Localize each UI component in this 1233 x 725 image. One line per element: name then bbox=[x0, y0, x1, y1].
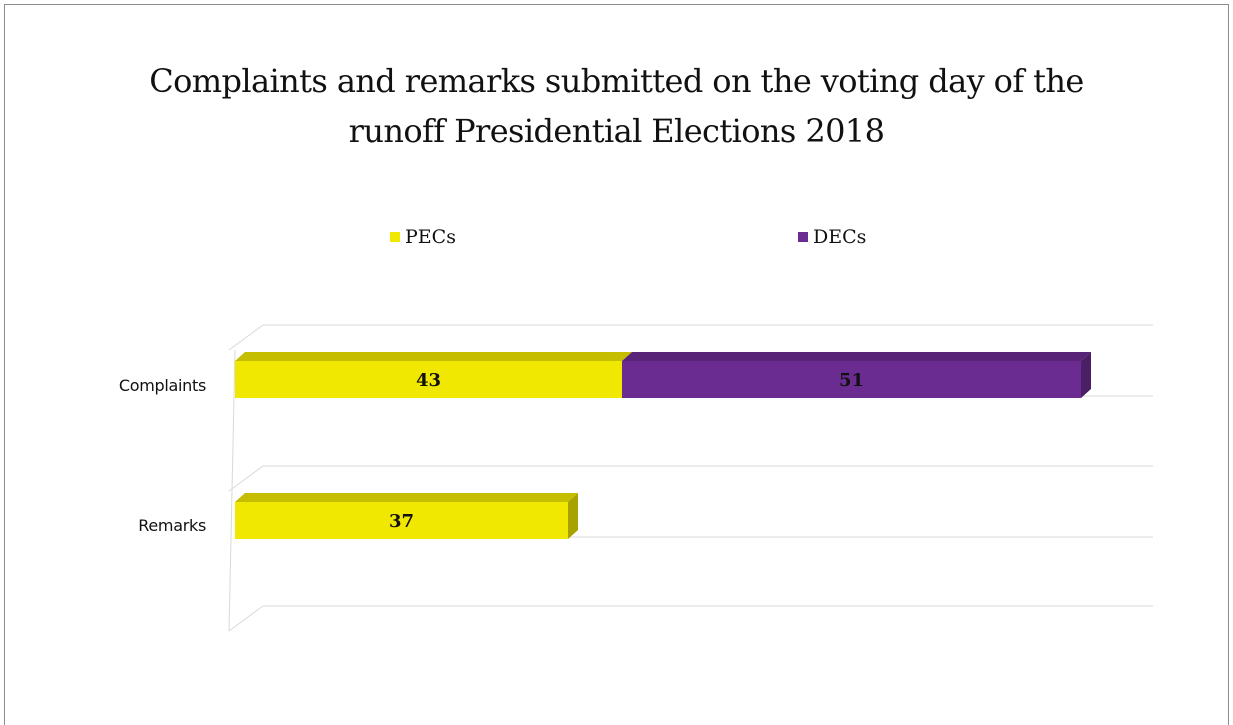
bar-decs-complaints bbox=[622, 361, 1081, 398]
bar-top-pecs-complaints bbox=[235, 352, 632, 361]
bar-top-decs-complaints bbox=[622, 352, 1091, 361]
bar-side-decs-complaints bbox=[1081, 352, 1091, 398]
legend-label-pecs: PECs bbox=[405, 226, 456, 248]
legend-swatch-decs bbox=[798, 232, 808, 242]
chart-frame bbox=[4, 4, 1229, 725]
bar-pecs-remarks bbox=[235, 502, 568, 539]
legend-item-pecs: PECs bbox=[390, 226, 456, 248]
bar-pecs-complaints bbox=[235, 361, 622, 398]
bar-side-pecs-remarks bbox=[568, 493, 578, 539]
chart-title-line-2: runoff Presidential Elections 2018 bbox=[348, 112, 885, 150]
legend-item-decs: DECs bbox=[798, 226, 866, 248]
data-label-pecs-complaints: 43 bbox=[416, 370, 441, 391]
legend-label-decs: DECs bbox=[813, 226, 867, 248]
legend-swatch-pecs bbox=[390, 232, 400, 242]
chart-title-line-1: Complaints and remarks submitted on the … bbox=[149, 62, 1084, 100]
gridline-side bbox=[228, 324, 264, 351]
gridline-side bbox=[228, 605, 264, 632]
category-label-complaints: Complaints bbox=[119, 376, 206, 395]
data-label-pecs-remarks: 37 bbox=[389, 511, 414, 532]
data-label-decs-complaints: 51 bbox=[839, 370, 864, 391]
chart-title: Complaints and remarks submitted on the … bbox=[0, 56, 1233, 156]
gridline-side bbox=[228, 465, 264, 492]
bar-top-pecs-remarks bbox=[235, 493, 578, 502]
axis-line-vertical bbox=[228, 349, 236, 632]
category-label-remarks: Remarks bbox=[138, 516, 206, 535]
